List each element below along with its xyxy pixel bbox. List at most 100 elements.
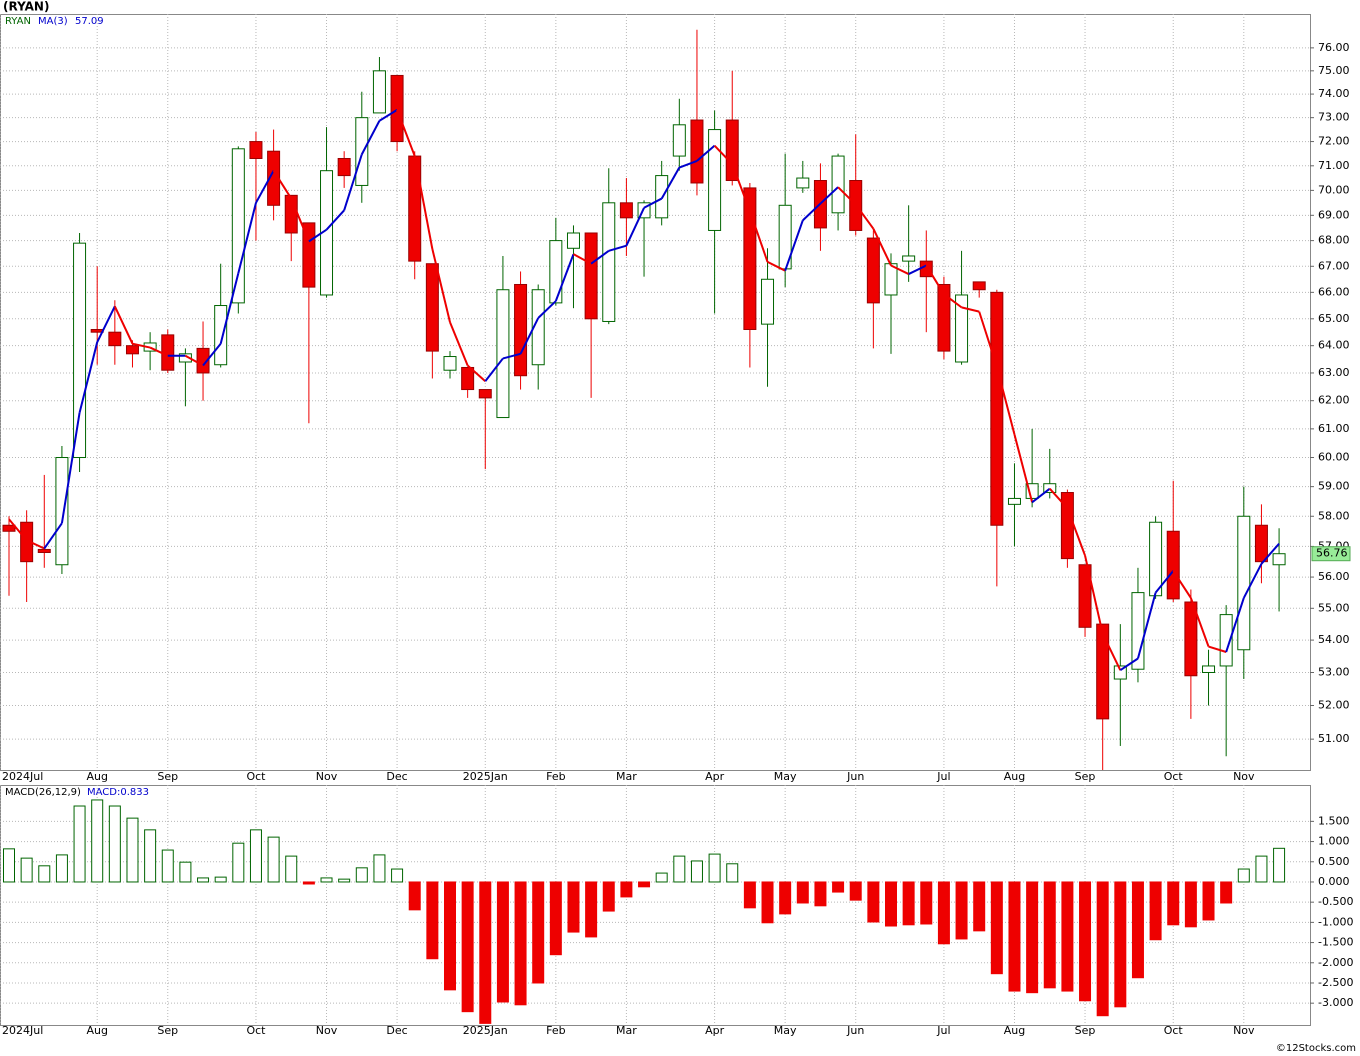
ma-segment bbox=[202, 343, 222, 367]
macd-bar bbox=[708, 853, 721, 883]
macd-bar bbox=[461, 881, 474, 1013]
candle-body bbox=[161, 334, 175, 371]
x-tick-label: Dec bbox=[386, 1024, 407, 1037]
ma-segment bbox=[1208, 645, 1227, 653]
macd-bar bbox=[20, 857, 33, 883]
ma-segment bbox=[625, 207, 645, 247]
macd-bar bbox=[161, 849, 174, 883]
y-tick-label: 65.00 bbox=[1318, 312, 1350, 325]
x-tick-label: Jul bbox=[936, 1024, 950, 1037]
ma-segment bbox=[26, 539, 45, 550]
candle-body bbox=[425, 263, 439, 352]
macd-bar bbox=[126, 817, 139, 883]
ma-segment bbox=[378, 108, 398, 122]
x-tick-label: Nov bbox=[316, 770, 338, 783]
ma-segment bbox=[449, 321, 469, 366]
y-tick-label: 64.00 bbox=[1318, 339, 1350, 352]
y-tick-label: 59.00 bbox=[1318, 480, 1350, 493]
macd-bar bbox=[1255, 855, 1268, 883]
candle-body bbox=[478, 389, 492, 399]
ma-segment bbox=[219, 273, 240, 345]
x-tick-label: Feb bbox=[546, 770, 565, 783]
x-tick-label: 2025Jan bbox=[463, 770, 508, 783]
macd-bar bbox=[796, 881, 809, 904]
macd-bar bbox=[302, 881, 315, 885]
macd-bar bbox=[444, 881, 456, 991]
x-tick-label: Jun bbox=[846, 1024, 864, 1037]
candle-body bbox=[549, 240, 563, 304]
candle-body bbox=[584, 232, 598, 320]
candle-body bbox=[372, 70, 386, 114]
candle-body bbox=[708, 129, 722, 231]
ma-segment bbox=[1066, 507, 1086, 556]
candle-body bbox=[531, 289, 545, 366]
ma-segment bbox=[396, 109, 416, 157]
candle-body bbox=[1166, 530, 1180, 600]
macd-bar bbox=[91, 799, 104, 883]
macd-bar bbox=[849, 881, 862, 901]
symbol-label: RYAN bbox=[5, 16, 31, 27]
x-tick-label: Sep bbox=[157, 770, 178, 783]
ma-segment bbox=[43, 522, 63, 550]
ma-segment bbox=[78, 341, 99, 413]
y-tick-label: 74.00 bbox=[1318, 87, 1350, 100]
x-tick-label: Dec bbox=[386, 770, 407, 783]
candle-body bbox=[443, 356, 457, 371]
x-tick-label: 2024Jul bbox=[2, 1024, 43, 1037]
x-tick-label: Jun bbox=[846, 770, 864, 783]
macd-bar bbox=[655, 872, 668, 883]
macd-bar bbox=[479, 881, 492, 1024]
y-tick-label: 58.00 bbox=[1318, 509, 1350, 522]
macd-bar bbox=[373, 854, 386, 883]
macd-bar bbox=[338, 878, 351, 883]
candle-body bbox=[514, 283, 528, 377]
ma-segment bbox=[854, 203, 875, 230]
ma-segment bbox=[784, 220, 804, 272]
macd-bar bbox=[867, 881, 880, 923]
ma-segment bbox=[925, 264, 945, 295]
ma-segment bbox=[961, 306, 980, 313]
ma-segment bbox=[1101, 633, 1122, 671]
ma-segment bbox=[290, 198, 310, 242]
ma-segment bbox=[502, 352, 521, 360]
macd-bar bbox=[285, 855, 298, 883]
macd-bar bbox=[267, 836, 280, 883]
ma-segment bbox=[1119, 657, 1139, 672]
macd-bar bbox=[1043, 881, 1056, 989]
y-tick-label: 54.00 bbox=[1318, 633, 1350, 646]
y-tick-label: 56.00 bbox=[1318, 570, 1350, 583]
macd-bar bbox=[144, 829, 157, 883]
y-tick-label: 66.00 bbox=[1318, 285, 1350, 298]
candle-body bbox=[955, 294, 969, 363]
price-box bbox=[1311, 546, 1351, 562]
y-tick-label: 67.00 bbox=[1318, 259, 1350, 272]
candle-body bbox=[1219, 614, 1233, 667]
candle-body bbox=[761, 278, 775, 325]
y-tick-label: 52.00 bbox=[1318, 698, 1350, 711]
candle-body bbox=[725, 119, 739, 182]
x-tick-label: Apr bbox=[705, 770, 725, 783]
ma-segment bbox=[8, 518, 28, 541]
ma-segment bbox=[466, 364, 486, 382]
ma-segment bbox=[237, 202, 257, 274]
macd-bar bbox=[761, 881, 774, 924]
candle-body bbox=[267, 150, 281, 206]
macd-bar bbox=[567, 881, 580, 933]
candle-body bbox=[108, 331, 122, 347]
x-tick-label: Oct bbox=[246, 1024, 266, 1037]
ma-segment bbox=[1084, 555, 1104, 634]
y-tick-label: -0.500 bbox=[1318, 895, 1353, 908]
ma-segment bbox=[1225, 597, 1245, 653]
y-tick-label: 0.000 bbox=[1318, 875, 1350, 888]
y-tick-label: -1.500 bbox=[1318, 936, 1353, 949]
macd-bar bbox=[1202, 881, 1215, 921]
y-tick-label: 1.500 bbox=[1318, 814, 1350, 827]
y-tick-label: 72.00 bbox=[1318, 135, 1350, 148]
ma-segment bbox=[1172, 570, 1192, 599]
x-tick-label: Mar bbox=[616, 770, 637, 783]
x-tick-label: Aug bbox=[1004, 770, 1025, 783]
candle-body bbox=[178, 353, 192, 363]
y-tick-label: 76.00 bbox=[1318, 41, 1350, 54]
ma-segment bbox=[1260, 543, 1280, 565]
